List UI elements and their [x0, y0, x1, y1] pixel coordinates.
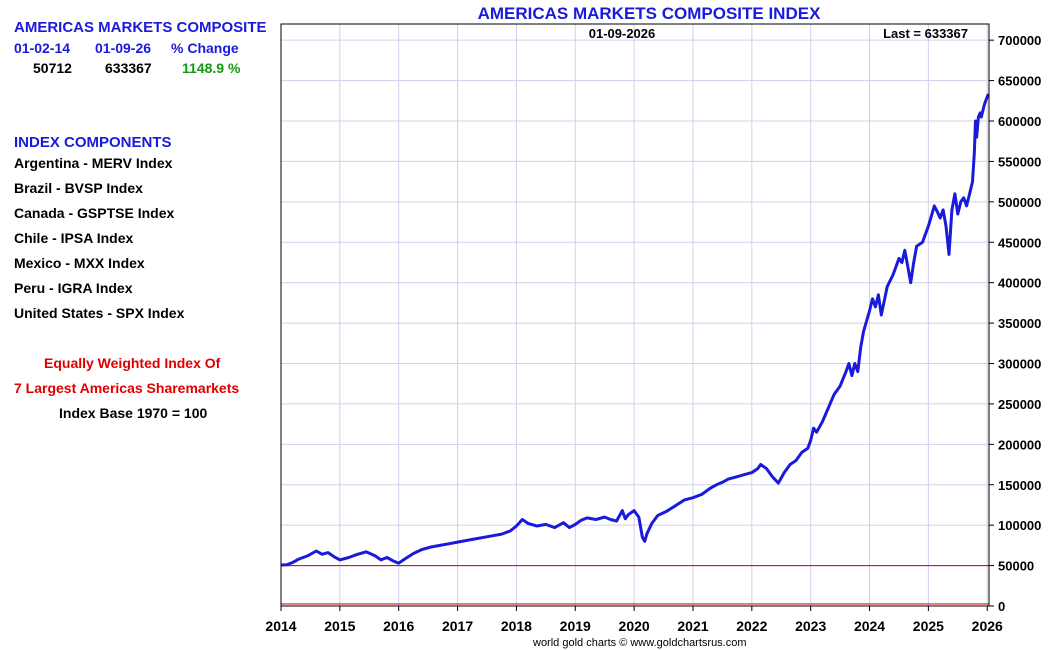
series-line — [280, 93, 990, 567]
y-tick-label: 600000 — [998, 114, 1041, 129]
y-tick-label: 0 — [998, 599, 1005, 614]
x-tick-label: 2015 — [324, 618, 355, 634]
component-item: Mexico - MXX Index — [14, 255, 145, 271]
x-tick-label: 2026 — [972, 618, 1003, 634]
y-tick-label: 50000 — [998, 559, 1034, 574]
end-date: 01-09-26 — [95, 40, 152, 56]
y-tick-label: 500000 — [998, 195, 1041, 210]
x-tick-label: 2014 — [265, 618, 296, 634]
reference-lines — [281, 565, 989, 605]
change-label: % Change — [171, 40, 239, 56]
x-tick-label: 2021 — [677, 618, 708, 634]
y-tick-label: 550000 — [998, 154, 1041, 169]
note-line-1: Equally Weighted Index Of — [44, 355, 221, 371]
x-tick-label: 2023 — [795, 618, 826, 634]
y-tick-label: 400000 — [998, 276, 1041, 291]
y-tick-label: 150000 — [998, 478, 1041, 493]
x-tick-label: 2016 — [383, 618, 414, 634]
y-tick-label: 650000 — [998, 74, 1041, 89]
y-tick-label: 450000 — [998, 235, 1041, 250]
start-date: 01-02-14 — [14, 40, 71, 56]
component-item: Peru - IGRA Index — [14, 280, 133, 296]
x-tick-label: 2019 — [560, 618, 591, 634]
plot-frame — [280, 23, 990, 607]
y-tick-label: 200000 — [998, 437, 1041, 452]
component-item: Argentina - MERV Index — [14, 155, 173, 171]
note-line-2: 7 Largest Americas Sharemarkets — [14, 380, 240, 396]
note-line-3: Index Base 1970 = 100 — [59, 405, 208, 421]
x-tick-label: 2017 — [442, 618, 473, 634]
x-tick-label: 2025 — [913, 618, 944, 634]
credit-text: world gold charts © www.goldchartsrus.co… — [533, 637, 747, 649]
summary-heading: AMERICAS MARKETS COMPOSITE — [14, 19, 267, 36]
y-tick-label: 100000 — [998, 518, 1041, 533]
series-layer — [280, 93, 990, 567]
end-value: 633367 — [105, 60, 152, 76]
component-item: Chile - IPSA Index — [14, 230, 134, 246]
component-item: Brazil - BVSP Index — [14, 180, 143, 196]
start-value: 50712 — [33, 60, 72, 76]
y-tick-label: 250000 — [998, 397, 1041, 412]
x-tick-label: 2020 — [619, 618, 650, 634]
y-tick-label: 700000 — [998, 33, 1041, 48]
change-value: 1148.9 % — [182, 60, 241, 76]
x-axis: 2014 2015 2016 2017 2018 2019 2020 2021 2022 2023… — [265, 606, 1003, 634]
y-tick-label: 300000 — [998, 357, 1041, 372]
component-item: United States - SPX Index — [14, 305, 185, 321]
chart-title: AMERICAS MARKETS COMPOSITE INDEX — [478, 4, 822, 23]
x-tick-label: 2022 — [736, 618, 767, 634]
date-label: 01-09-2026 — [589, 26, 656, 41]
y-tick-label: 350000 — [998, 316, 1041, 331]
x-tick-label: 2024 — [854, 618, 885, 634]
last-label: Last = 633367 — [883, 26, 968, 41]
x-tick-label: 2018 — [501, 618, 532, 634]
components-heading: INDEX COMPONENTS — [14, 134, 172, 151]
y-axis: 0 50000 100000 150000 200000 250000 300000 3500… — [989, 33, 1041, 614]
component-item: Canada - GSPTSE Index — [14, 205, 175, 221]
